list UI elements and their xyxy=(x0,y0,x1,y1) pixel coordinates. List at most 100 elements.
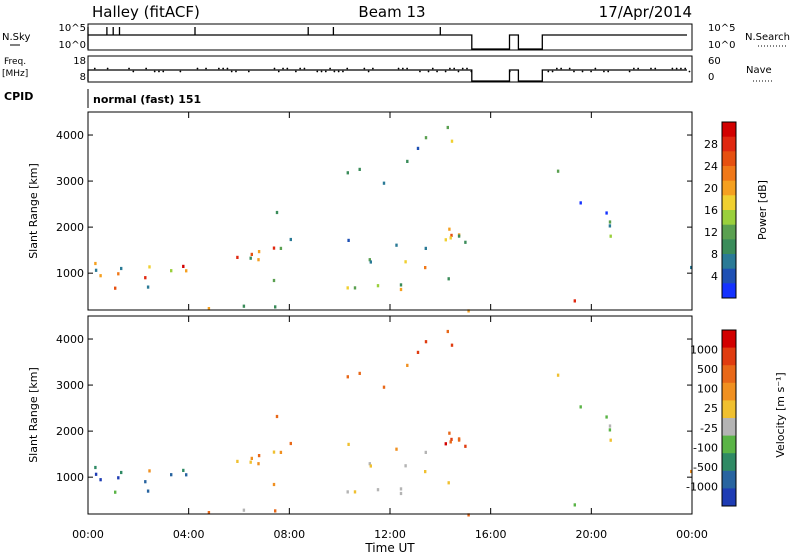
power-cell xyxy=(467,309,470,313)
power-cell xyxy=(446,125,449,130)
power-cell xyxy=(182,264,185,268)
nave-dot xyxy=(222,67,225,70)
power-cell xyxy=(353,286,357,290)
range-tick-label: 1000 xyxy=(56,471,84,484)
station-title: Halley (fitACF) xyxy=(92,3,200,21)
nave-dot xyxy=(680,67,682,70)
velocity-cell xyxy=(556,373,560,377)
power-cell xyxy=(448,227,451,231)
nave-dot xyxy=(581,70,584,73)
nave-dot xyxy=(397,67,400,70)
velocity-cell xyxy=(275,414,279,419)
colorbar-swatch xyxy=(722,347,736,366)
nave-dot xyxy=(346,67,349,70)
range-tick-label: 2000 xyxy=(56,221,84,234)
colorbar-tick-label: 100 xyxy=(697,383,718,396)
velocity-cell xyxy=(346,490,349,494)
velocity-cell xyxy=(369,464,372,468)
velocity-cell xyxy=(399,491,403,496)
power-colorbar: 28 24 20 16 12 8 4 xyxy=(704,121,737,299)
velocity-cell xyxy=(170,473,173,477)
power-cell xyxy=(144,276,147,280)
velocity-cell xyxy=(144,480,147,484)
freq-left-tick-bottom: 8 xyxy=(80,72,86,83)
power-axis-ticks: 1000 2000 3000 4000 xyxy=(56,112,693,310)
colorbar-swatch xyxy=(722,180,736,196)
power-cell xyxy=(424,266,427,270)
range-tick-label: 2000 xyxy=(56,425,84,438)
nave-dot xyxy=(419,70,421,73)
colorbar-swatch xyxy=(722,330,736,349)
power-cell xyxy=(279,246,283,250)
nave-dot xyxy=(448,67,451,70)
velocity-cell xyxy=(94,465,97,470)
colorbar-tick-label: -25 xyxy=(700,422,718,435)
nave-dot xyxy=(470,70,473,73)
nave-dot xyxy=(217,67,220,70)
power-cell xyxy=(99,274,102,278)
power-cell xyxy=(450,233,453,237)
power-cell xyxy=(605,211,608,215)
nave-dot xyxy=(316,70,319,73)
nave-dot xyxy=(427,70,430,73)
nave-dot xyxy=(337,70,340,73)
nave-dot xyxy=(547,70,550,73)
velocity-cell xyxy=(376,488,380,492)
colorbar-swatch xyxy=(722,418,736,437)
nave-dot xyxy=(632,67,635,70)
velocity-cell xyxy=(609,438,612,442)
power-cell xyxy=(444,238,447,242)
colorbar-tick-label: 16 xyxy=(704,204,718,217)
velocity-cell xyxy=(450,437,453,441)
range-tick-label: 3000 xyxy=(56,379,84,392)
range-tick-label: 3000 xyxy=(56,175,84,188)
colorbar-swatch xyxy=(722,365,736,384)
power-cell xyxy=(449,236,452,240)
power-cell xyxy=(399,287,403,292)
velocity-cell xyxy=(99,478,102,482)
nave-dot xyxy=(671,67,674,70)
velocity-cell xyxy=(358,371,361,375)
power-cell xyxy=(272,246,276,250)
velocity-cell xyxy=(347,442,350,446)
velocity-cell xyxy=(416,350,420,354)
power-cell xyxy=(368,258,371,262)
time-tick-label: 04:00 xyxy=(173,528,205,541)
beam-title: Beam 13 xyxy=(358,3,425,21)
nave-dot xyxy=(205,67,207,70)
velocity-colorbar: 1000 500 100 25 -25 -100 -500 -1000 xyxy=(686,329,737,507)
nave-dot xyxy=(684,67,687,70)
velocity-cell xyxy=(382,385,386,389)
power-cell xyxy=(120,266,123,271)
nave-dots xyxy=(93,67,691,73)
nave-dot xyxy=(329,67,332,70)
power-heatmap-cells xyxy=(94,125,693,313)
nave-dot xyxy=(286,67,289,70)
colorbar-swatch xyxy=(722,239,736,255)
velocity-cell xyxy=(353,490,357,494)
power-cell xyxy=(424,136,428,140)
noise-strip xyxy=(87,23,693,51)
range-tick-label: 1000 xyxy=(56,267,84,280)
nave-dot xyxy=(324,70,327,73)
range-tick-label: 4000 xyxy=(56,333,84,346)
nave-dot xyxy=(179,70,182,73)
colorbar-swatch xyxy=(722,166,736,182)
cpid-label: CPID xyxy=(4,90,33,103)
velocity-cell xyxy=(114,490,117,494)
nave-dot xyxy=(132,70,135,73)
power-cell xyxy=(257,250,261,254)
nave-dot xyxy=(568,67,571,70)
power-cell xyxy=(257,258,260,262)
power-cell xyxy=(185,269,188,273)
power-cell xyxy=(464,240,467,244)
nave-dot xyxy=(675,67,678,70)
velocity-cell xyxy=(608,428,612,432)
time-tick-label: 16:00 xyxy=(475,528,507,541)
colorbar-swatch xyxy=(722,151,736,167)
nave-dot xyxy=(466,67,468,70)
velocity-cell xyxy=(368,462,371,466)
velocity-cell xyxy=(424,470,427,474)
velocity-cell xyxy=(250,456,253,460)
